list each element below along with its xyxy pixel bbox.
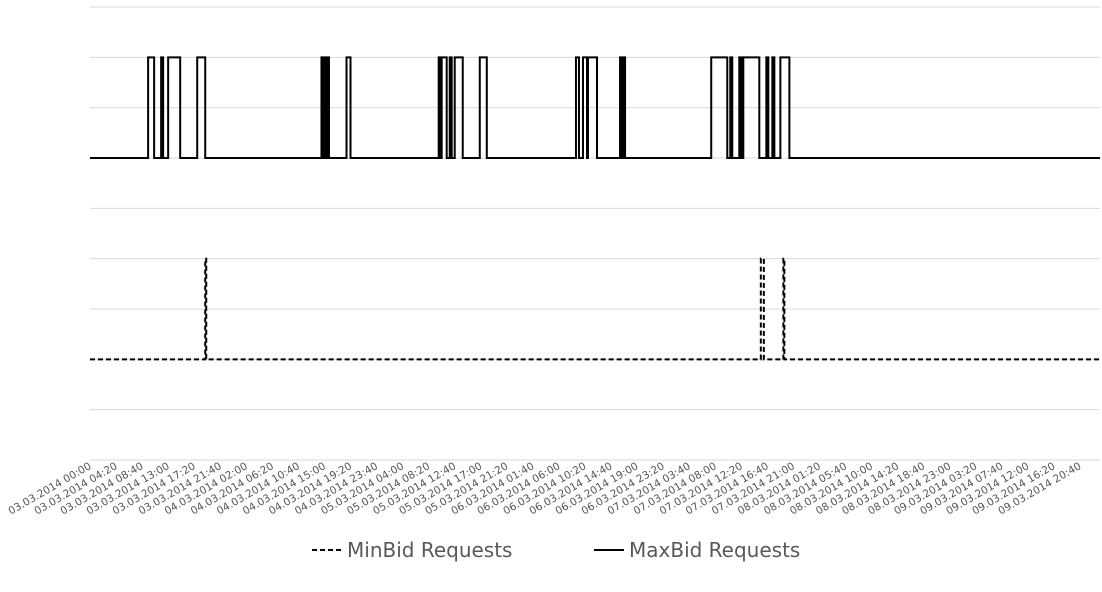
- legend: MinBid Requests MaxBid Requests: [312, 538, 800, 562]
- series-layer: [90, 56, 1100, 361]
- legend-label-maxbid: MaxBid Requests: [629, 538, 800, 562]
- series-line-maxbid: [90, 56, 1100, 159]
- series-line-minbid: [90, 257, 1100, 361]
- legend-label-minbid: MinBid Requests: [347, 538, 512, 562]
- gridlines: [90, 6, 1100, 411]
